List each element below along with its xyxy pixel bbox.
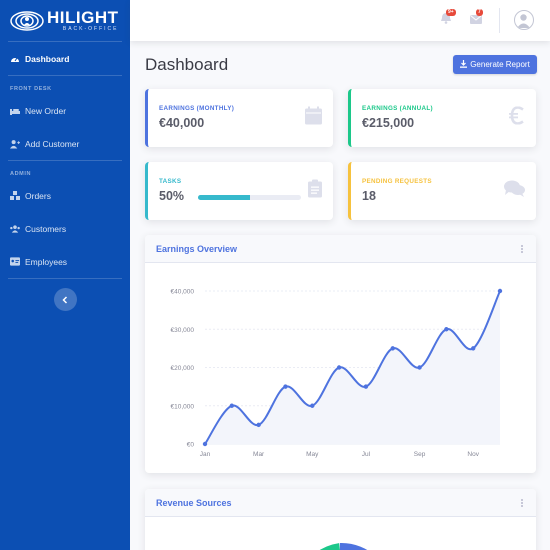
- data-point: [229, 403, 235, 408]
- series-area-fill: [205, 291, 500, 444]
- id-card-icon: [10, 257, 20, 267]
- messages-button[interactable]: 7: [469, 9, 483, 29]
- sidebar: HILIGHT BACK-OFFICE Dashboard FRONT DESK…: [0, 0, 130, 550]
- sidebar-heading-admin: ADMIN: [10, 171, 32, 177]
- user-avatar-icon[interactable]: [514, 10, 534, 30]
- pending-requests-value: 18: [362, 189, 376, 203]
- sidebar-item-label: Employees: [25, 256, 68, 267]
- earnings-monthly-card: EARNINGS (MONTHLY) €40,000: [145, 89, 333, 147]
- earnings-overview-menu-icon[interactable]: [519, 244, 525, 254]
- earnings-overview-title: Earnings Overview: [156, 243, 238, 254]
- tasks-progress-fill: [198, 195, 250, 200]
- sidebar-item-new-order[interactable]: New Order: [0, 94, 130, 127]
- data-point: [336, 365, 342, 370]
- data-point: [310, 403, 315, 408]
- data-point: [390, 346, 395, 351]
- x-tick-label: May: [306, 451, 319, 458]
- data-point: [497, 288, 503, 294]
- earnings-monthly-value: €40,000: [159, 116, 205, 130]
- calendar-icon: [305, 106, 322, 130]
- revenue-sources-menu-icon[interactable]: [519, 498, 525, 508]
- brand[interactable]: HILIGHT BACK-OFFICE: [0, 0, 130, 41]
- data-point: [256, 422, 261, 428]
- sidebar-item-employees[interactable]: Employees: [0, 245, 130, 278]
- chevron-left-icon: [62, 291, 68, 309]
- sidebar-divider: [8, 278, 122, 279]
- y-tick-label: €0: [187, 442, 195, 449]
- download-icon: [460, 59, 468, 70]
- y-tick-label: €10,000: [171, 403, 195, 410]
- envelope-icon: [470, 11, 482, 29]
- data-point: [417, 365, 422, 370]
- pending-requests-card: PENDING REQUESTS 18: [348, 162, 536, 220]
- sidebar-toggle-button[interactable]: [53, 288, 77, 311]
- earnings-overview-header: Earnings Overview: [145, 235, 536, 263]
- revenue-donut-chart: [319, 543, 368, 550]
- alerts-button[interactable]: 9+: [439, 9, 456, 27]
- sidebar-divider: [8, 41, 122, 42]
- earnings-overview-card: Earnings Overview €0 €10,000 €20,000 €30,00…: [145, 235, 536, 473]
- sidebar-item-label: Dashboard: [25, 53, 70, 64]
- alerts-count-badge: 9+: [446, 9, 456, 16]
- pending-requests-label: PENDING REQUESTS: [362, 178, 432, 185]
- x-tick-label: Mar: [253, 451, 265, 458]
- data-point: [202, 441, 208, 447]
- tasks-value: 50%: [159, 189, 185, 203]
- tachometer-icon: [10, 54, 20, 64]
- tasks-label: TASKS: [159, 178, 182, 185]
- sidebar-item-label: Customers: [25, 223, 67, 234]
- brand-subtitle: BACK-OFFICE: [62, 26, 119, 32]
- data-point: [363, 384, 369, 389]
- y-tick-label: €30,000: [171, 327, 195, 334]
- earnings-annual-value: €215,000: [362, 116, 415, 130]
- data-point: [283, 384, 288, 389]
- revenue-sources-header: Revenue Sources: [145, 489, 536, 517]
- clipboard-icon: [308, 179, 322, 203]
- y-tick-label: €40,000: [171, 289, 195, 296]
- brand-name: HILIGHT: [47, 8, 119, 27]
- x-tick-label: Nov: [467, 451, 479, 458]
- sidebar-heading-front-desk: FRONT DESK: [10, 86, 52, 92]
- bed-icon: [10, 106, 20, 116]
- user-plus-icon: [10, 139, 20, 149]
- euro-icon: [509, 106, 525, 130]
- tasks-progress-bar: [198, 195, 301, 200]
- topbar-divider: [499, 8, 500, 33]
- sidebar-item-dashboard[interactable]: Dashboard: [0, 42, 130, 75]
- revenue-sources-card: Revenue Sources: [145, 489, 536, 550]
- page-title: Dashboard: [145, 55, 229, 74]
- comments-icon: [504, 180, 525, 202]
- topbar: 9+ 7: [130, 0, 550, 41]
- cubes-icon: [10, 190, 20, 201]
- x-tick-label: Jan: [200, 451, 211, 458]
- earnings-annual-card: EARNINGS (ANNUAL) €215,000: [348, 89, 536, 147]
- tasks-card: TASKS 50%: [145, 162, 333, 220]
- sidebar-item-orders[interactable]: Orders: [0, 179, 130, 212]
- x-tick-label: Jul: [362, 451, 371, 458]
- sidebar-item-add-customer[interactable]: Add Customer: [0, 127, 130, 160]
- generate-report-label: Generate Report: [470, 60, 530, 69]
- sidebar-divider: [8, 160, 122, 161]
- sidebar-item-label: Add Customer: [25, 138, 80, 149]
- x-tick-label: Sep: [414, 451, 426, 458]
- earnings-monthly-label: EARNINGS (MONTHLY): [159, 105, 235, 112]
- earnings-annual-label: EARNINGS (ANNUAL): [362, 105, 433, 112]
- sidebar-divider: [8, 75, 122, 76]
- sidebar-item-label: Orders: [25, 190, 51, 201]
- generate-report-button[interactable]: Generate Report: [453, 55, 537, 74]
- brand-logo-icon: [10, 10, 44, 31]
- users-icon: [10, 224, 20, 234]
- earnings-line-chart: €0 €10,000 €20,000 €30,000 €40,000 Jan Mar May J…: [171, 288, 503, 458]
- y-tick-label: €20,000: [171, 365, 195, 372]
- revenue-sources-title: Revenue Sources: [156, 497, 232, 508]
- sidebar-item-customers[interactable]: Customers: [0, 212, 130, 245]
- sidebar-item-label: New Order: [25, 105, 67, 116]
- data-point: [444, 327, 449, 332]
- data-point: [470, 346, 476, 351]
- messages-count-badge: 7: [476, 9, 483, 16]
